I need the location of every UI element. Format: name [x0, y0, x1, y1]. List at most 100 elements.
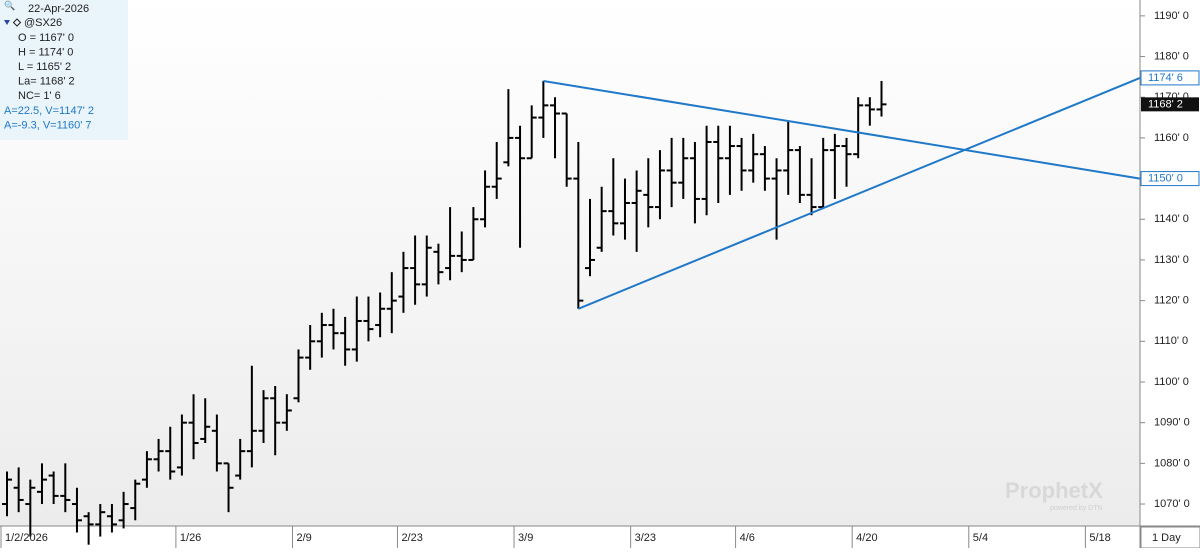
ohlc-bar — [386, 272, 397, 334]
collapse-icon[interactable] — [4, 20, 10, 25]
info-date: 22-Apr-2026 — [28, 3, 89, 15]
marks — [2, 76, 1141, 545]
ohlc-bar — [468, 207, 479, 261]
plot-area — [0, 0, 1140, 526]
x-tick-label: 1/26 — [180, 532, 201, 544]
info-background — [0, 0, 128, 140]
ohlc-bar — [631, 170, 642, 252]
ohlc-bar — [421, 235, 432, 297]
ohlc-bar — [666, 137, 677, 208]
ohlc-bar — [829, 133, 840, 199]
info-line: L = 1165' 2 — [18, 61, 71, 73]
ohlc-bar — [48, 471, 59, 505]
ohlc-bar — [724, 125, 735, 195]
ohlc-bar — [25, 479, 36, 537]
trendline — [543, 79, 1141, 180]
ohlc-bar — [503, 89, 514, 167]
last-price-box — [1141, 97, 1199, 112]
ohlc-bar — [748, 133, 759, 183]
ohlc-bar — [864, 97, 875, 126]
ohlc-bar — [678, 137, 689, 199]
trendline-label: 1150' 0 — [1148, 172, 1183, 184]
ohlc-bar — [95, 504, 106, 537]
ohlc-bar — [83, 512, 94, 545]
y-tick-label: 1070' 0 — [1154, 498, 1190, 510]
ohlc-bar — [806, 158, 817, 216]
ohlc-bar — [375, 292, 386, 338]
ohlc-bar — [293, 349, 304, 403]
ohlc-bar — [783, 121, 794, 195]
ohlc-bar — [60, 463, 71, 513]
ohlc-bar — [573, 141, 584, 309]
ohlc-bar — [619, 178, 630, 240]
ohlc-bar — [445, 207, 456, 281]
ohlc-bar — [305, 325, 316, 370]
ohlc-bar — [153, 438, 164, 472]
ohlc-bar — [270, 386, 281, 456]
ohlc-bar — [2, 471, 12, 517]
y-tick-label: 1190' 0 — [1154, 10, 1189, 22]
ohlc-bar — [771, 158, 782, 240]
trendline — [577, 76, 1141, 310]
info-symbol: @SX26 — [24, 17, 62, 29]
ohlc-bar — [106, 504, 117, 533]
x-tick-label: 2/9 — [297, 532, 312, 544]
trendline-info: A=-9.3, V=1160' 7 — [4, 119, 92, 131]
ohlc-bar — [596, 186, 607, 252]
ohlc-bar — [410, 235, 421, 305]
ohlc-bar — [71, 487, 82, 533]
y-tick-label: 1160' 0 — [1154, 132, 1189, 144]
ohlc-bar — [188, 394, 199, 460]
trendline-label-box — [1140, 171, 1200, 187]
ohlc-bar — [130, 479, 141, 521]
ohlc-bar — [363, 296, 374, 342]
trendline-label-box — [1140, 70, 1200, 86]
y-tick-label: 1180' 0 — [1154, 50, 1189, 62]
y-axis-area — [1140, 0, 1200, 548]
info-lines: O = 1167' 0 H = 1174' 0 L = 1165' 2 La= 116… — [4, 32, 94, 132]
x-tick-label: 5/4 — [973, 532, 988, 544]
ohlc-bar — [853, 97, 864, 159]
ohlc-bar — [223, 462, 234, 513]
y-tick-label: 1120' 0 — [1154, 295, 1189, 307]
ohlc-bar — [585, 198, 595, 277]
ohlc-bar — [328, 308, 339, 350]
trendline-info: A=22.5, V=1147' 2 — [4, 105, 94, 117]
ohlc-bar — [246, 365, 257, 468]
info-line: NC= 1' 6 — [18, 90, 61, 102]
ohlc-bar — [340, 316, 351, 366]
trendline-label: 1174' 6 — [1148, 72, 1183, 84]
ohlc-bar — [608, 158, 619, 236]
search-icon[interactable]: 🔍 — [4, 0, 15, 10]
ohlc-bar — [281, 394, 292, 431]
ohlc-bar — [515, 125, 526, 248]
ohlc-bar — [176, 414, 187, 476]
ohlc-bar — [433, 243, 444, 285]
ohlc-bar — [794, 146, 805, 203]
ohlc-bar — [491, 141, 502, 199]
watermark-sub: powered by DTN — [1050, 505, 1103, 512]
ohlc-bar — [480, 170, 491, 228]
ohlc-bar — [876, 80, 887, 117]
info-line: O = 1167' 0 — [18, 32, 74, 44]
ohlc-bar — [200, 398, 211, 444]
y-tick-label: 1100' 0 — [1154, 376, 1189, 388]
ohlc-bar — [841, 137, 852, 187]
ohlc-bar — [316, 312, 327, 358]
ohlc-bar — [526, 105, 537, 160]
ohlc-bar — [561, 112, 572, 187]
y-tick-label: 1140' 0 — [1154, 213, 1189, 225]
ohlc-bar — [13, 467, 24, 513]
x-tick-label: 3/23 — [635, 532, 656, 544]
info-panel: 🔍 22-Apr-2026 @SX26 — [0, 0, 128, 140]
ohlc-bar — [550, 97, 561, 159]
ohlc-bar — [643, 158, 654, 228]
ohlc-bar — [398, 251, 409, 313]
ohlc-bar — [258, 390, 269, 444]
ohlc-bar — [538, 80, 549, 138]
ohlc-bar — [689, 141, 700, 224]
info-line: La= 1168' 2 — [18, 75, 75, 87]
symbol-icon — [12, 18, 22, 27]
period[interactable]: 1 Day — [1152, 532, 1181, 544]
